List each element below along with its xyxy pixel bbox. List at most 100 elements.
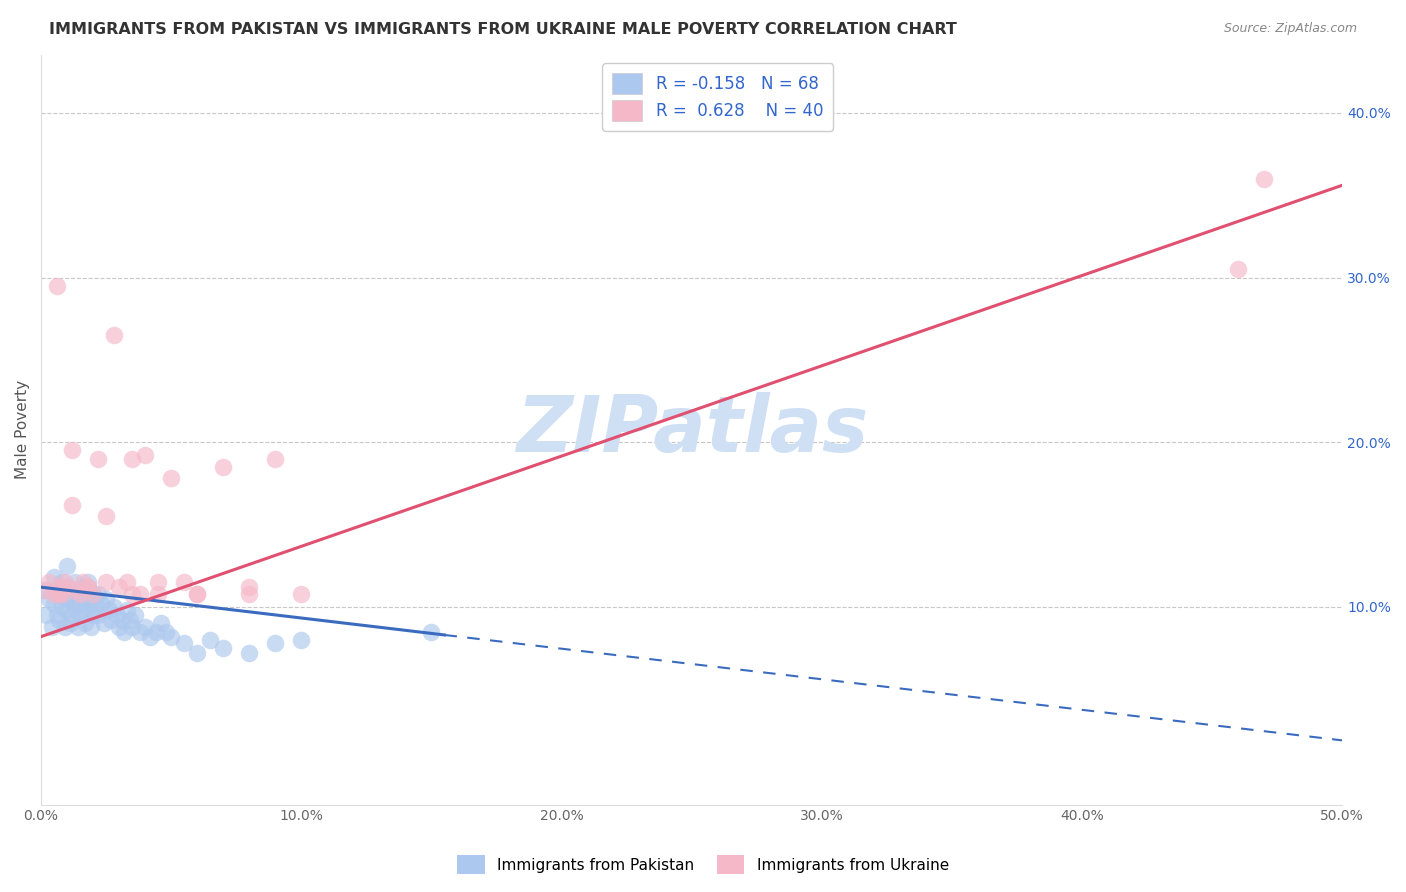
Point (42, 570, 65, 584)
Point (41, 620, 63, 634)
Point (149, 616, 172, 631)
Point (60, 498, 83, 512)
Point (1253, 171, 1275, 186)
Y-axis label: Male Poverty: Male Poverty (15, 380, 30, 479)
Point (60, 443, 83, 458)
Point (103, 599, 125, 614)
Point (60, 608, 83, 623)
Point (60, 587, 83, 601)
Point (56, 603, 79, 617)
Point (129, 587, 152, 601)
Point (63, 599, 86, 614)
Point (100, 613, 122, 627)
Point (63, 575, 86, 590)
Point (77, 575, 100, 590)
Point (118, 613, 141, 627)
Point (93, 616, 115, 631)
Point (97, 603, 120, 617)
Point (1227, 262, 1250, 277)
Point (96, 509, 118, 524)
Point (134, 620, 156, 634)
Point (90, 597, 112, 611)
Point (105, 608, 128, 623)
Point (121, 451, 143, 466)
Point (32, 583, 55, 598)
Text: Source: ZipAtlas.com: Source: ZipAtlas.com (1223, 22, 1357, 36)
Point (264, 636, 287, 650)
Point (145, 624, 167, 639)
Point (82, 587, 104, 601)
Point (56, 558, 79, 573)
Text: IMMIGRANTS FROM PAKISTAN VS IMMIGRANTS FROM UKRAINE MALE POVERTY CORRELATION CHA: IMMIGRANTS FROM PAKISTAN VS IMMIGRANTS F… (49, 22, 957, 37)
Point (212, 641, 235, 656)
Point (238, 580, 260, 594)
Point (79, 597, 101, 611)
Text: ZIPatlas: ZIPatlas (516, 392, 868, 468)
Point (48, 580, 70, 594)
Point (53, 620, 76, 634)
Point (103, 328, 125, 343)
Point (63, 583, 86, 598)
Point (290, 632, 312, 647)
Point (121, 587, 143, 601)
Point (69, 583, 91, 598)
Point (115, 603, 138, 617)
Point (186, 646, 208, 660)
Point (82, 608, 104, 623)
Point (48, 613, 70, 627)
Point (148, 587, 170, 601)
Point (59, 591, 82, 606)
Point (66, 620, 89, 634)
Point (124, 608, 146, 623)
Point (75, 616, 97, 631)
Point (87, 451, 110, 466)
Point (84, 599, 107, 614)
Point (69, 608, 91, 623)
Point (79, 620, 101, 634)
Legend: R = -0.158   N = 68, R =  0.628    N = 40: R = -0.158 N = 68, R = 0.628 N = 40 (602, 63, 834, 131)
Point (186, 587, 208, 601)
Point (134, 449, 156, 463)
Point (75, 591, 97, 606)
Point (129, 624, 152, 639)
Point (212, 459, 235, 474)
Point (51, 587, 73, 601)
Point (115, 575, 138, 590)
Point (111, 613, 134, 627)
Point (82, 587, 104, 601)
Legend: Immigrants from Pakistan, Immigrants from Ukraine: Immigrants from Pakistan, Immigrants fro… (451, 849, 955, 880)
Point (108, 620, 131, 634)
Point (290, 587, 312, 601)
Point (173, 575, 195, 590)
Point (66, 597, 89, 611)
Point (108, 580, 131, 594)
Point (42, 587, 65, 601)
Point (87, 587, 110, 601)
Point (112, 624, 135, 639)
Point (96, 591, 118, 606)
Point (121, 620, 143, 634)
Point (38, 575, 60, 590)
Point (77, 599, 100, 614)
Point (186, 587, 208, 601)
Point (72, 575, 94, 590)
Point (96, 575, 118, 590)
Point (160, 630, 183, 644)
Point (48, 587, 70, 601)
Point (173, 636, 195, 650)
Point (45, 608, 67, 623)
Point (77, 580, 100, 594)
Point (56, 580, 79, 594)
Point (35, 583, 58, 598)
Point (77, 580, 100, 594)
Point (148, 575, 170, 590)
Point (51, 599, 73, 614)
Point (264, 451, 287, 466)
Point (53, 575, 76, 590)
Point (56, 580, 79, 594)
Point (45, 278, 67, 293)
Point (238, 587, 260, 601)
Point (139, 630, 162, 644)
Point (160, 471, 183, 485)
Point (42, 597, 65, 611)
